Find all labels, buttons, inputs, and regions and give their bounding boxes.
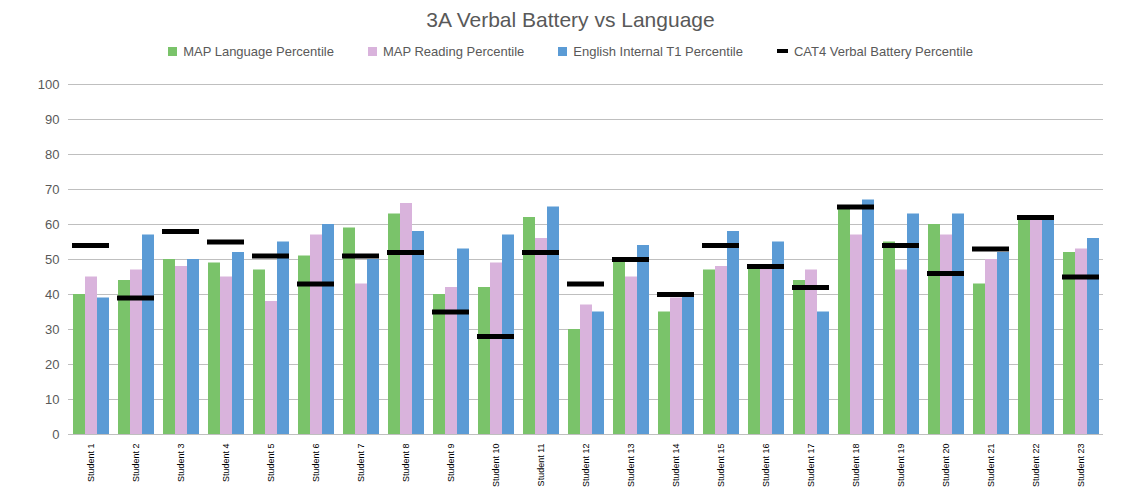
svg-text:Student 5: Student 5 [266, 444, 276, 483]
html-text:CAT4 Verbal Battery Percentile: CAT4 Verbal Battery Percentile [793, 43, 973, 59]
svg-text:Student 11: Student 11 [536, 444, 546, 487]
svg-text:Student 10: Student 10 [491, 444, 501, 488]
svg-text:Student 16: Student 16 [761, 444, 771, 488]
svg-text:Student 15: Student 15 [716, 444, 726, 488]
svg-text:80: 80 [45, 147, 59, 162]
svg-text:Student 2: Student 2 [131, 444, 141, 483]
svg-text:Student 8: Student 8 [401, 444, 411, 483]
svg-text:20: 20 [45, 357, 59, 372]
svg-text:60: 60 [45, 217, 59, 232]
html-text:3A Verbal Battery vs Language: 3A Verbal Battery vs Language [426, 8, 715, 31]
svg-text:30: 30 [45, 322, 59, 337]
svg-text:Student 1: Student 1 [86, 444, 96, 483]
svg-text:Student 12: Student 12 [581, 444, 591, 488]
svg-text:Student 21: Student 21 [986, 444, 996, 488]
svg-text:50: 50 [45, 252, 59, 267]
html-text:English Internal T1 Percentile: English Internal T1 Percentile [573, 43, 743, 59]
svg-text:40: 40 [45, 287, 59, 302]
svg-text:70: 70 [45, 182, 59, 197]
svg-text:10: 10 [45, 392, 59, 407]
svg-text:Student 4: Student 4 [221, 444, 231, 483]
svg-text:100: 100 [38, 77, 60, 92]
svg-text:0: 0 [52, 427, 59, 442]
html-text:MAP Reading Percentile: MAP Reading Percentile [382, 43, 525, 59]
svg-text:Student 13: Student 13 [626, 444, 636, 488]
svg-text:Student 18: Student 18 [851, 444, 861, 488]
svg-text:Student 3: Student 3 [176, 444, 186, 483]
svg-text:90: 90 [45, 112, 59, 127]
html-text:MAP Language Percentile: MAP Language Percentile [183, 43, 334, 59]
svg-text:Student 6: Student 6 [311, 444, 321, 483]
svg-text:Student 17: Student 17 [806, 444, 816, 488]
svg-text:Student 23: Student 23 [1076, 444, 1086, 488]
svg-text:Student 9: Student 9 [446, 444, 456, 483]
svg-text:Student 14: Student 14 [671, 444, 681, 488]
svg-text:Student 7: Student 7 [356, 444, 366, 483]
svg-text:Student 22: Student 22 [1031, 444, 1041, 488]
svg-text:Student 19: Student 19 [896, 444, 906, 488]
svg-text:Student 20: Student 20 [941, 444, 951, 488]
